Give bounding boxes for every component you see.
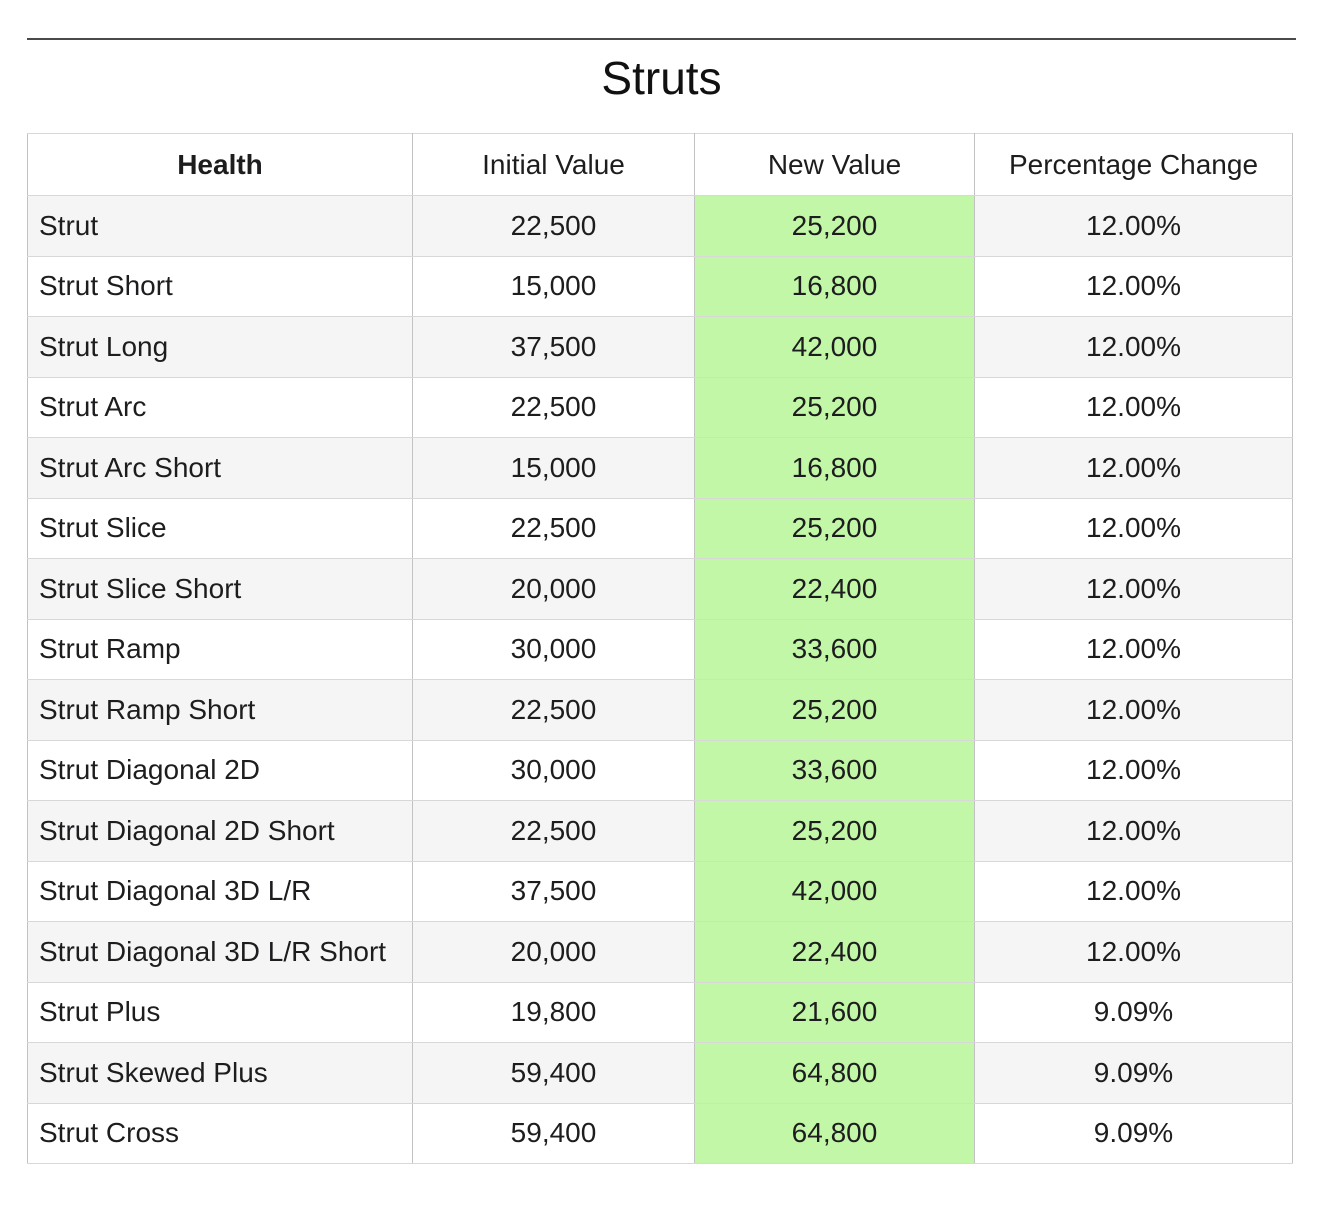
cell-new-value: 25,200 xyxy=(694,679,975,741)
table-row: Strut Short 15,000 16,800 12.00% xyxy=(27,255,1293,317)
table-row: Strut Diagonal 3D L/R Short 20,000 22,400 1… xyxy=(27,921,1293,983)
cell-percentage-change: 12.00% xyxy=(974,860,1293,922)
cell-initial-value: 20,000 xyxy=(412,921,695,983)
cell-new-value: 64,800 xyxy=(694,1042,975,1104)
table-row: Strut Slice Short 20,000 22,400 12.00% xyxy=(27,558,1293,620)
cell-percentage-change: 12.00% xyxy=(974,255,1293,317)
cell-new-value: 22,400 xyxy=(694,921,975,983)
cell-health: Strut Arc Short xyxy=(27,437,413,499)
table-row: Strut Diagonal 2D Short 22,500 25,200 12.00… xyxy=(27,800,1293,862)
cell-initial-value: 30,000 xyxy=(412,739,695,801)
cell-initial-value: 20,000 xyxy=(412,558,695,620)
cell-health: Strut Short xyxy=(27,255,413,317)
cell-new-value: 25,200 xyxy=(694,376,975,438)
table-header: Health Initial Value New Value Percentag… xyxy=(27,133,1293,196)
cell-new-value: 42,000 xyxy=(694,316,975,378)
cell-new-value: 25,200 xyxy=(694,195,975,257)
cell-initial-value: 22,500 xyxy=(412,376,695,438)
cell-health: Strut Cross xyxy=(27,1102,413,1164)
cell-percentage-change: 9.09% xyxy=(974,1042,1293,1104)
column-header-initial-value: Initial Value xyxy=(412,133,695,196)
page-title: Struts xyxy=(601,52,722,104)
cell-initial-value: 30,000 xyxy=(412,618,695,680)
column-header-health: Health xyxy=(27,133,413,196)
cell-new-value: 16,800 xyxy=(694,437,975,499)
cell-health: Strut xyxy=(27,195,413,257)
cell-percentage-change: 12.00% xyxy=(974,618,1293,680)
cell-initial-value: 59,400 xyxy=(412,1102,695,1164)
table-row: Strut Ramp Short 22,500 25,200 12.00% xyxy=(27,679,1293,741)
cell-percentage-change: 12.00% xyxy=(974,497,1293,559)
cell-health: Strut Diagonal 3D L/R Short xyxy=(27,921,413,983)
cell-health: Strut Ramp xyxy=(27,618,413,680)
cell-new-value: 22,400 xyxy=(694,558,975,620)
column-header-percentage-change: Percentage Change xyxy=(974,133,1293,196)
cell-initial-value: 22,500 xyxy=(412,195,695,257)
cell-percentage-change: 12.00% xyxy=(974,316,1293,378)
table-row: Strut Slice 22,500 25,200 12.00% xyxy=(27,497,1293,559)
cell-initial-value: 15,000 xyxy=(412,255,695,317)
cell-new-value: 42,000 xyxy=(694,860,975,922)
cell-percentage-change: 12.00% xyxy=(974,921,1293,983)
table-row: Strut Arc Short 15,000 16,800 12.00% xyxy=(27,437,1293,499)
cell-new-value: 64,800 xyxy=(694,1102,975,1164)
cell-health: Strut Ramp Short xyxy=(27,679,413,741)
cell-initial-value: 22,500 xyxy=(412,497,695,559)
cell-initial-value: 37,500 xyxy=(412,860,695,922)
cell-percentage-change: 12.00% xyxy=(974,739,1293,801)
table-row: Strut Long 37,500 42,000 12.00% xyxy=(27,316,1293,378)
cell-health: Strut Slice Short xyxy=(27,558,413,620)
cell-percentage-change: 9.09% xyxy=(974,981,1293,1043)
cell-health: Strut Skewed Plus xyxy=(27,1042,413,1104)
cell-percentage-change: 12.00% xyxy=(974,437,1293,499)
column-header-new-value: New Value xyxy=(694,133,975,196)
cell-initial-value: 37,500 xyxy=(412,316,695,378)
cell-percentage-change: 12.00% xyxy=(974,558,1293,620)
cell-new-value: 33,600 xyxy=(694,618,975,680)
cell-health: Strut Diagonal 2D xyxy=(27,739,413,801)
cell-health: Strut Slice xyxy=(27,497,413,559)
table-row: Strut Skewed Plus 59,400 64,800 9.09% xyxy=(27,1042,1293,1104)
cell-new-value: 21,600 xyxy=(694,981,975,1043)
cell-health: Strut Diagonal 2D Short xyxy=(27,800,413,862)
cell-percentage-change: 12.00% xyxy=(974,679,1293,741)
table-row: Strut 22,500 25,200 12.00% xyxy=(27,195,1293,257)
table-row: Strut Arc 22,500 25,200 12.00% xyxy=(27,376,1293,438)
cell-health: Strut Diagonal 3D L/R xyxy=(27,860,413,922)
table-row: Strut Diagonal 3D L/R 37,500 42,000 12.00% xyxy=(27,860,1293,922)
cell-health: Strut Long xyxy=(27,316,413,378)
table-row: Strut Plus 19,800 21,600 9.09% xyxy=(27,981,1293,1043)
table-body: Strut 22,500 25,200 12.00% Strut Short 15,000… xyxy=(27,195,1293,1164)
cell-initial-value: 15,000 xyxy=(412,437,695,499)
table-row: Strut Cross 59,400 64,800 9.09% xyxy=(27,1102,1293,1164)
cell-initial-value: 22,500 xyxy=(412,800,695,862)
cell-health: Strut Plus xyxy=(27,981,413,1043)
cell-percentage-change: 12.00% xyxy=(974,195,1293,257)
cell-new-value: 16,800 xyxy=(694,255,975,317)
cell-percentage-change: 9.09% xyxy=(974,1102,1293,1164)
table-row: Strut Ramp 30,000 33,600 12.00% xyxy=(27,618,1293,680)
cell-percentage-change: 12.00% xyxy=(974,376,1293,438)
table-row: Strut Diagonal 2D 30,000 33,600 12.00% xyxy=(27,739,1293,801)
struts-table: Health Initial Value New Value Percentag… xyxy=(27,133,1293,1164)
top-rule xyxy=(27,38,1296,40)
cell-new-value: 25,200 xyxy=(694,800,975,862)
cell-initial-value: 19,800 xyxy=(412,981,695,1043)
cell-new-value: 25,200 xyxy=(694,497,975,559)
cell-initial-value: 59,400 xyxy=(412,1042,695,1104)
cell-health: Strut Arc xyxy=(27,376,413,438)
cell-percentage-change: 12.00% xyxy=(974,800,1293,862)
header-row: Health Initial Value New Value Percentag… xyxy=(27,133,1293,196)
cell-new-value: 33,600 xyxy=(694,739,975,801)
cell-initial-value: 22,500 xyxy=(412,679,695,741)
